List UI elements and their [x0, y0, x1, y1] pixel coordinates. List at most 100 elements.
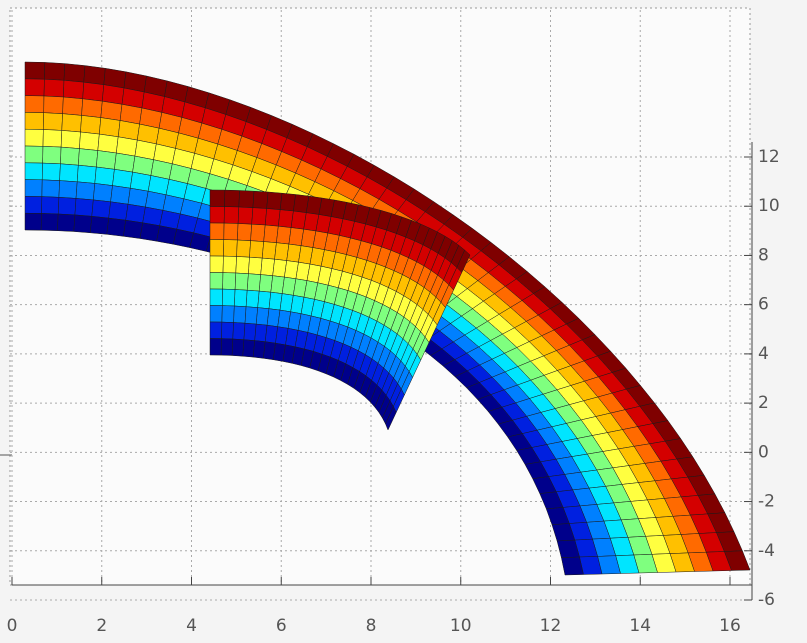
surface-cell — [210, 240, 224, 257]
surface-cell — [278, 210, 293, 228]
surface-cell — [57, 214, 75, 232]
surface-cell — [81, 115, 101, 134]
surface-cell — [210, 322, 222, 339]
surface-cell — [25, 79, 44, 96]
surface-cell — [58, 197, 76, 215]
surface-cell — [107, 218, 126, 236]
surface-cell — [210, 256, 223, 273]
surface-cell — [74, 215, 92, 233]
surface-cell — [238, 207, 253, 224]
surface-cell — [126, 204, 146, 223]
surface-cell — [83, 82, 104, 101]
surface-cell — [43, 130, 62, 148]
surface-cell — [265, 209, 280, 227]
surface-cell — [25, 196, 42, 213]
x-tick-label: 10 — [450, 616, 472, 636]
surface-cell — [244, 323, 256, 340]
surface-cell — [276, 226, 291, 244]
surface-cell — [92, 200, 111, 218]
surface-cell — [140, 223, 160, 241]
surface-cell — [252, 208, 267, 225]
surface-cell — [233, 323, 245, 340]
surface-cell — [76, 182, 95, 200]
surface-cell — [60, 147, 79, 165]
surface-cell — [264, 225, 279, 243]
x-tick-label: 12 — [540, 616, 562, 636]
surface-cell — [44, 96, 64, 114]
surface-cell — [236, 257, 250, 274]
surface-cell — [225, 190, 240, 207]
y-tick-label: -2 — [758, 492, 775, 512]
surface-cell — [143, 207, 163, 226]
surface-cell — [561, 557, 583, 575]
surface-cell — [25, 112, 44, 129]
y-tick-label: 8 — [758, 245, 769, 265]
x-tick-label: 16 — [719, 616, 741, 636]
surface-cell — [224, 223, 238, 240]
surface-cell — [42, 180, 60, 198]
surface-cell — [251, 224, 266, 241]
y-tick-label: 12 — [758, 147, 780, 167]
surface-cell — [42, 197, 59, 214]
surface-cell — [25, 62, 45, 79]
surface-cell — [222, 322, 234, 339]
surface-cell — [101, 101, 122, 120]
surface-cell — [25, 96, 44, 113]
y-tick-label: 10 — [758, 196, 780, 216]
surface-cell — [43, 113, 62, 131]
surface-cell — [61, 130, 80, 148]
surface-cell — [123, 220, 142, 238]
surface-cell — [262, 242, 276, 260]
surface-cell — [247, 274, 261, 291]
surface-cell — [44, 79, 64, 97]
surface-cell — [275, 243, 289, 261]
surface-cell — [280, 193, 295, 211]
surface-cell — [239, 191, 254, 208]
surface-cell — [25, 180, 42, 197]
y-tick-label: -4 — [758, 541, 775, 561]
surface-cell — [99, 118, 120, 137]
chart: 0246810121416-6-4-2024681012 — [0, 0, 807, 643]
surface-cell — [128, 188, 148, 207]
surface-cell — [62, 114, 82, 132]
surface-cell — [44, 62, 64, 80]
surface-cell — [113, 169, 133, 188]
x-tick-label: 14 — [629, 616, 651, 636]
x-tick-label: 0 — [7, 616, 18, 636]
surface-cell — [210, 339, 222, 356]
surface-cell — [246, 290, 259, 307]
surface-cell — [223, 273, 236, 290]
surface-cell — [210, 223, 224, 240]
surface-cell — [210, 289, 223, 306]
surface-cell — [59, 181, 77, 199]
surface-cell — [63, 80, 84, 99]
surface-cell — [210, 207, 225, 224]
surface-cell — [253, 341, 265, 359]
surface-cell — [116, 137, 137, 156]
surface-cell — [221, 339, 233, 356]
surface-cell — [234, 290, 247, 307]
surface-cell — [243, 340, 255, 357]
surface-cell — [210, 273, 223, 290]
surface-cell — [250, 241, 264, 258]
surface-cell — [64, 64, 85, 83]
surface-cell — [130, 172, 151, 191]
surface-cell — [43, 146, 62, 164]
surface-cell — [237, 240, 251, 257]
x-tick-label: 6 — [276, 616, 287, 636]
surface-cell — [248, 257, 262, 274]
surface-cell — [25, 163, 43, 180]
x-tick-label: 8 — [366, 616, 377, 636]
surface-cell — [111, 186, 131, 205]
y-tick-label: 6 — [758, 295, 769, 315]
surface-cell — [256, 308, 269, 326]
surface-cell — [223, 240, 237, 257]
surface-cell — [223, 256, 237, 273]
surface-cell — [78, 149, 98, 167]
surface-cell — [93, 183, 112, 201]
surface-cell — [237, 224, 251, 241]
surface-cell — [95, 167, 115, 186]
surface-cell — [25, 146, 43, 163]
surface-cell — [259, 275, 273, 293]
surface-cell — [235, 273, 248, 290]
